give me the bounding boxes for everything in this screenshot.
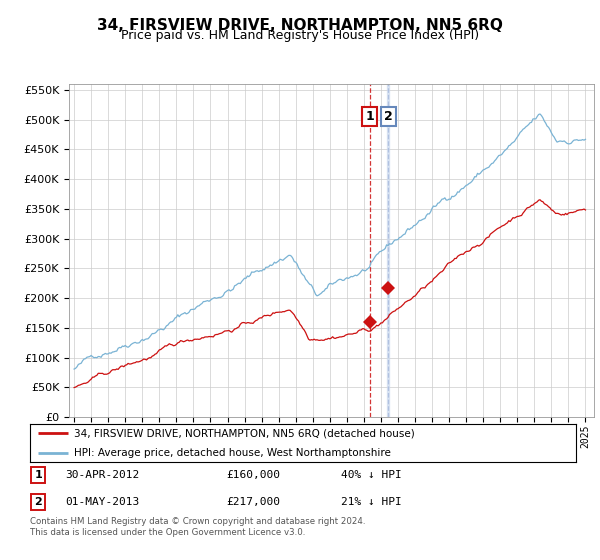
Text: 1: 1 [365,110,374,123]
Text: £160,000: £160,000 [227,470,281,480]
Text: 34, FIRSVIEW DRIVE, NORTHAMPTON, NN5 6RQ: 34, FIRSVIEW DRIVE, NORTHAMPTON, NN5 6RQ [97,18,503,33]
Text: 34, FIRSVIEW DRIVE, NORTHAMPTON, NN5 6RQ (detached house): 34, FIRSVIEW DRIVE, NORTHAMPTON, NN5 6RQ… [74,428,415,438]
Text: £217,000: £217,000 [227,497,281,507]
Text: 1: 1 [34,470,42,480]
Text: 2: 2 [34,497,42,507]
Text: 40% ↓ HPI: 40% ↓ HPI [341,470,402,480]
Text: Price paid vs. HM Land Registry's House Price Index (HPI): Price paid vs. HM Land Registry's House … [121,29,479,42]
Text: 2: 2 [384,110,392,123]
Bar [387,84,389,417]
Text: HPI: Average price, detached house, West Northamptonshire: HPI: Average price, detached house, West… [74,448,391,458]
Text: 30-APR-2012: 30-APR-2012 [65,470,140,480]
Text: 21% ↓ HPI: 21% ↓ HPI [341,497,402,507]
Text: 01-MAY-2013: 01-MAY-2013 [65,497,140,507]
Text: Contains HM Land Registry data © Crown copyright and database right 2024.
This d: Contains HM Land Registry data © Crown c… [30,517,365,537]
